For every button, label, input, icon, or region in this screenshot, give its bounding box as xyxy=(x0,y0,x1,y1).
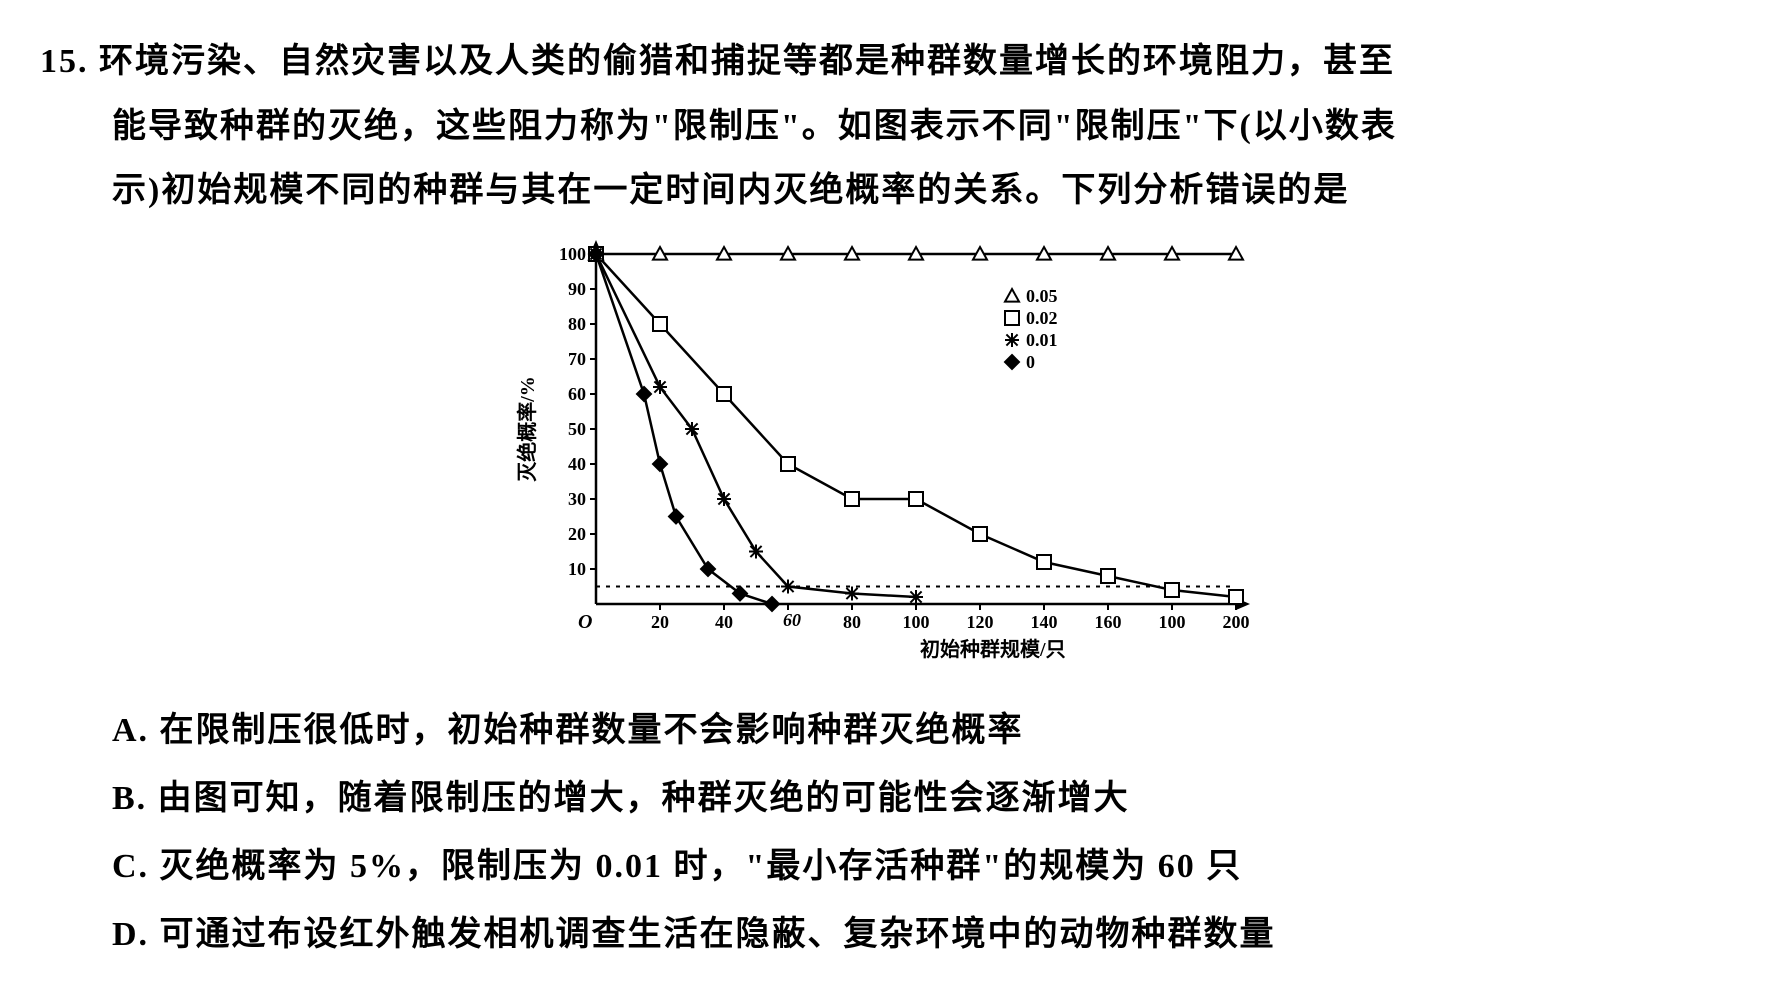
chart-container: 10 20 30 40 50 60 70 80 90 100 20 40 60 80 100 120 140 16… xyxy=(40,234,1732,679)
svg-text:100: 100 xyxy=(1159,612,1186,632)
svg-text:80: 80 xyxy=(568,314,586,334)
svg-text:50: 50 xyxy=(568,419,586,439)
svg-text:20: 20 xyxy=(568,524,586,544)
svg-text:O: O xyxy=(578,611,592,633)
question-block: 15. 环境污染、自然灾害以及人类的偷猎和捕捉等都是种群数量增长的环境阻力，甚至… xyxy=(40,30,1732,224)
svg-text:70: 70 xyxy=(568,349,586,369)
options-list: A. 在限制压很低时，初始种群数量不会影响种群灭绝概率 B. 由图可知，随着限制… xyxy=(40,697,1732,969)
svg-text:灭绝概率/%: 灭绝概率/% xyxy=(515,376,539,482)
svg-text:200: 200 xyxy=(1223,612,1250,632)
svg-text:30: 30 xyxy=(568,489,586,509)
svg-text:0.02: 0.02 xyxy=(1026,308,1058,328)
svg-text:80: 80 xyxy=(843,612,861,632)
question-number: 15. xyxy=(40,43,89,80)
svg-text:20: 20 xyxy=(651,612,669,632)
question-stem-line3: 示)初始规模不同的种群与其在一定时间内灭绝概率的关系。下列分析错误的是 xyxy=(40,159,1732,224)
svg-text:90: 90 xyxy=(568,279,586,299)
svg-text:120: 120 xyxy=(967,612,994,632)
svg-text:160: 160 xyxy=(1095,612,1122,632)
svg-text:0.05: 0.05 xyxy=(1026,286,1058,306)
svg-text:0.01: 0.01 xyxy=(1026,330,1058,350)
svg-text:10: 10 xyxy=(568,559,586,579)
option-b: B. 由图可知，随着限制压的增大，种群灭绝的可能性会逐渐增大 xyxy=(112,765,1732,833)
svg-text:140: 140 xyxy=(1031,612,1058,632)
svg-text:60: 60 xyxy=(568,384,586,404)
option-d: D. 可通过布设红外触发相机调查生活在隐蔽、复杂环境中的动物种群数量 xyxy=(112,901,1732,969)
option-c: C. 灭绝概率为 5%，限制压为 0.01 时，"最小存活种群"的规模为 60 … xyxy=(112,833,1732,901)
svg-text:初始种群规模/只: 初始种群规模/只 xyxy=(920,637,1066,661)
question-stem-line2: 能导致种群的灭绝，这些阻力称为"限制压"。如图表示不同"限制压"下(以小数表 xyxy=(40,95,1732,160)
option-a: A. 在限制压很低时，初始种群数量不会影响种群灭绝概率 xyxy=(112,697,1732,765)
svg-text:40: 40 xyxy=(715,612,733,632)
question-stem-line1: 15. 环境污染、自然灾害以及人类的偷猎和捕捉等都是种群数量增长的环境阻力，甚至 xyxy=(40,43,1395,80)
svg-text:100: 100 xyxy=(903,612,930,632)
svg-text:60: 60 xyxy=(783,610,801,630)
svg-text:0: 0 xyxy=(1026,352,1035,372)
extinction-chart: 10 20 30 40 50 60 70 80 90 100 20 40 60 80 100 120 140 16… xyxy=(506,234,1266,674)
svg-text:40: 40 xyxy=(568,454,586,474)
svg-text:100: 100 xyxy=(559,244,586,264)
stem-text-1: 环境污染、自然灾害以及人类的偷猎和捕捉等都是种群数量增长的环境阻力，甚至 xyxy=(99,43,1395,80)
